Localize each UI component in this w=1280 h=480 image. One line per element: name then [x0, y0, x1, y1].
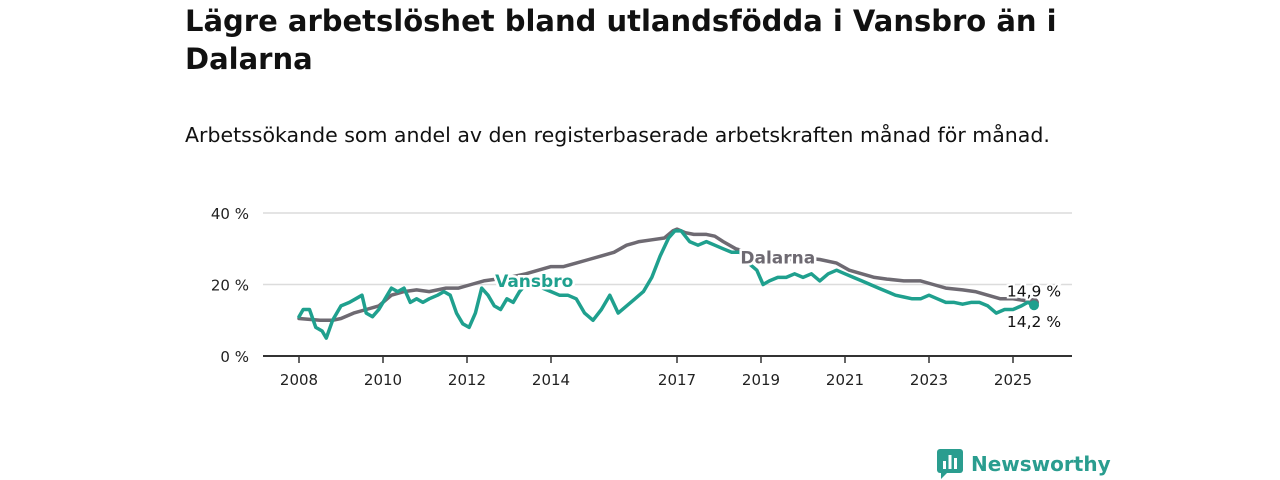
x-tick-label: 2025 [994, 371, 1032, 389]
series-labels: Dalarna Vansbro 14,9 % 14,2 % [493, 246, 1063, 333]
end-point-vansbro [1029, 300, 1039, 311]
chart-title: Lägre arbetslöshet bland utlandsfödda i … [185, 4, 1057, 76]
newsworthy-logo-icon [937, 449, 963, 479]
series-name-vansbro: Vansbro [495, 272, 573, 292]
y-axis: 0 % 20 % 40 % [211, 205, 249, 366]
x-axis: 2008 2010 2012 2014 2017 2019 2021 2023 2025 [263, 355, 1072, 389]
x-tick-label: 2017 [658, 371, 696, 389]
brand-name: Newsworthy [971, 452, 1111, 476]
y-tick-label: 0 % [220, 348, 249, 366]
x-tick-label: 2014 [532, 371, 570, 389]
chart-subtitle: Arbetssökande som andel av den registerb… [185, 123, 1050, 147]
series-line-vansbro [297, 229, 1036, 340]
y-tick-label: 20 % [211, 277, 249, 295]
series-lines [297, 227, 1039, 340]
newsworthy-logo: Newsworthy [937, 449, 1111, 479]
x-tick-label: 2021 [826, 371, 864, 389]
end-value-label-dalarna: 14,9 % [1007, 283, 1061, 301]
y-tick-label: 40 % [211, 205, 249, 223]
end-value-label-vansbro: 14,2 % [1007, 313, 1061, 331]
x-tick-label: 2023 [910, 371, 948, 389]
grid-lines [263, 212, 1072, 286]
x-tick-label: 2010 [364, 371, 402, 389]
series-name-dalarna: Dalarna [740, 249, 815, 269]
x-tick-label: 2008 [280, 371, 318, 389]
x-tick-label: 2019 [742, 371, 780, 389]
x-tick-label: 2012 [448, 371, 486, 389]
